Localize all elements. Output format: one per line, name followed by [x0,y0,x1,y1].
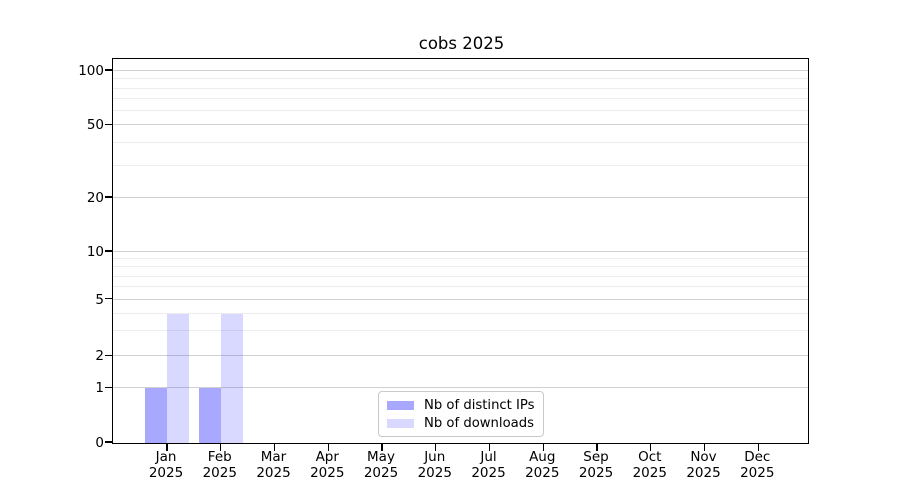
legend-label: Nb of downloads [424,415,534,431]
gridline-minor [113,78,808,80]
gridline-minor [113,164,808,166]
gridline-minor [113,258,808,260]
y-tick-mark [105,354,112,357]
x-tick-mark [435,444,437,451]
x-tick-label: Aug 2025 [512,449,572,481]
x-tick-label-month: Nov [690,449,717,465]
gridline-minor [113,312,808,314]
x-tick-label-year: 2025 [740,464,775,481]
x-tick-label: Jul 2025 [459,449,519,481]
x-tick-mark [703,444,706,451]
y-tick-mark [105,69,112,71]
x-tick-label-year: 2025 [310,464,345,481]
x-tick-label-month: Jun [424,449,446,465]
y-tick-label: 1 [95,380,104,397]
x-tick-label-month: Mar [260,449,287,465]
y-tick-label: 2 [95,348,104,365]
gridline-major [113,124,808,126]
y-tick-mark [105,298,112,300]
x-tick-label-year: 2025 [471,464,506,481]
x-tick-label: May 2025 [351,449,411,481]
x-tick-label-month: Feb [207,449,232,465]
x-tick-mark [220,444,222,451]
x-tick-label-year: 2025 [525,464,560,481]
gridline-major [113,69,808,71]
y-tick-label: 10 [86,243,104,260]
y-axis-labels: 0 1 2 5 10 20 50 100 [0,58,104,450]
x-tick-mark [757,444,759,451]
bar-downloads [220,313,243,443]
gridline-minor [113,98,808,100]
legend-entry: Nb of downloads [387,415,535,431]
x-tick-mark [542,444,544,451]
y-tick-mark [105,441,112,443]
gridline-minor [113,330,808,332]
gridline-major [113,355,808,357]
x-tick-label-year: 2025 [148,464,184,481]
gridline-minor [113,87,808,89]
y-tick-mark [105,196,112,198]
x-tick-mark [273,444,276,451]
x-tick-label: Dec 2025 [727,449,787,481]
legend-swatch [387,400,414,410]
gridline-minor [113,142,808,144]
x-tick-label: Apr 2025 [297,449,357,481]
y-tick-label: 0 [95,435,104,451]
y-tick-mark [105,386,112,388]
legend-label: Nb of distinct IPs [424,397,535,413]
x-tick-mark [488,444,491,451]
legend: Nb of distinct IPs Nb of downloads [378,391,544,437]
gridline-major [113,387,808,389]
x-tick-label-year: 2025 [417,464,452,481]
x-tick-label-year: 2025 [256,464,291,481]
x-tick-label-year: 2025 [202,464,237,481]
x-tick-label-year: 2025 [363,464,399,481]
x-tick-label-month: Sep [583,449,609,465]
x-tick-mark [381,444,383,451]
y-tick-label: 50 [86,117,104,134]
bar-downloads [167,313,189,443]
gridline-major [113,250,808,252]
x-axis-labels: Jan 2025 Feb 2025 Mar 2025 Apr 2025 May 2025 Jun 20… [112,449,809,490]
x-tick-label: Jun 2025 [405,449,465,481]
x-tick-label: Mar 2025 [244,449,304,481]
x-tick-label: Nov 2025 [674,449,734,481]
gridline-minor [113,110,808,112]
bar-distinct-ips [145,388,167,443]
x-tick-label: Feb 2025 [190,449,250,481]
x-tick-label-month: May [367,449,395,465]
legend-swatch [387,418,414,428]
y-tick-label: 20 [86,189,104,206]
plot-area: Nb of distinct IPs Nb of downloads [105,58,809,451]
x-tick-label-month: Dec [744,449,771,465]
legend-entry: Nb of distinct IPs [387,397,535,413]
x-tick-label-month: Jan [155,449,177,465]
gridline-minor [113,275,808,277]
x-tick-mark [650,444,652,451]
gridline-major [113,298,808,300]
x-tick-mark [596,444,598,451]
gridline-major [113,196,808,198]
x-tick-label-year: 2025 [578,464,614,481]
x-tick-mark [327,444,329,451]
y-tick-mark [105,250,112,252]
x-tick-label: Oct 2025 [620,449,680,481]
gridline-minor [113,266,808,268]
y-tick-label: 100 [78,62,104,79]
gridline-minor [113,286,808,288]
x-tick-label-month: Jul [480,449,497,465]
y-tick-mark [105,123,112,126]
x-tick-label-month: Apr [315,449,339,465]
y-tick-label: 5 [95,291,104,308]
x-tick-label: Sep 2025 [566,449,626,481]
chart-title: cobs 2025 [418,34,505,53]
x-tick-label-year: 2025 [686,464,721,481]
x-tick-mark [166,444,168,451]
x-tick-label: Jan 2025 [136,449,196,481]
x-tick-label-year: 2025 [632,464,667,481]
x-tick-label-month: Aug [529,449,556,465]
x-tick-label-month: Oct [638,449,662,465]
bar-distinct-ips [198,388,221,443]
